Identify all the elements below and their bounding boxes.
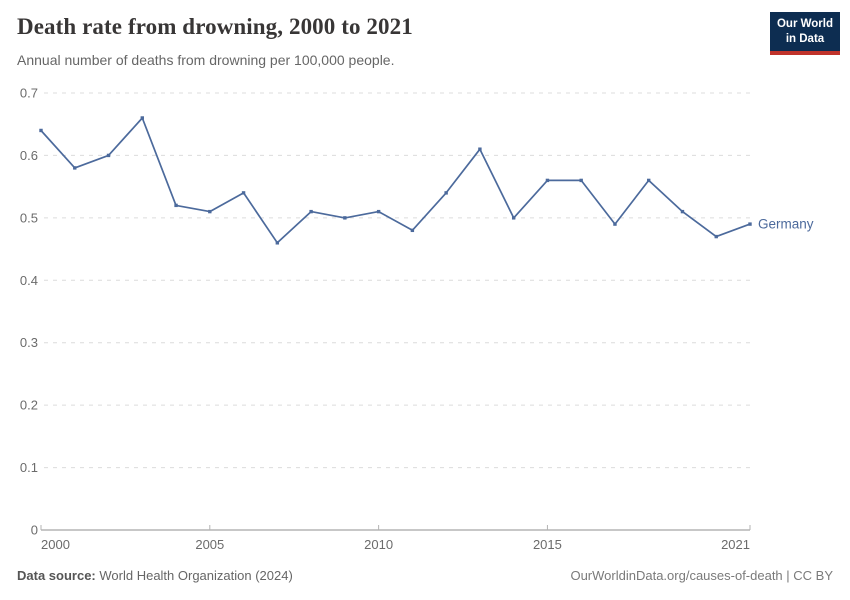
- owid-logo-line1: Our World: [776, 18, 833, 30]
- owid-logo-line2: in Data: [785, 32, 825, 45]
- data-point: [275, 241, 280, 245]
- data-point: [208, 209, 212, 214]
- data-point: [140, 116, 144, 120]
- chart-footer: Data source: World Health Organization (…: [17, 568, 833, 583]
- data-source-label: Data source:: [17, 568, 96, 583]
- y-tick-label: 0.2: [20, 398, 38, 413]
- series-label-germany: Germany: [758, 217, 814, 232]
- data-line-germany: [40, 117, 751, 244]
- data-point: [39, 128, 43, 133]
- page-subtitle: Annual number of deaths from drowning pe…: [17, 52, 395, 68]
- data-point: [478, 147, 482, 151]
- data-point: [309, 209, 313, 214]
- y-tick-label: 0: [31, 523, 38, 538]
- data-point: [174, 203, 178, 208]
- data-point: [680, 209, 685, 214]
- data-source: Data source: World Health Organization (…: [17, 568, 293, 583]
- data-point: [647, 178, 651, 183]
- y-tick-label: 0.1: [20, 460, 38, 475]
- x-tick-label: 2021: [721, 537, 750, 552]
- y-tick-label: 0.5: [20, 210, 38, 225]
- page-title: Death rate from drowning, 2000 to 2021: [17, 14, 413, 39]
- line-chart: 0 0.1 0.2 0.3 0.4 0.5 0.6 0.7 2000 2005 2010 2015 20…: [0, 85, 850, 560]
- data-point: [343, 216, 347, 220]
- x-tick-label: 2015: [533, 537, 562, 552]
- x-tick-label: 2000: [41, 537, 70, 552]
- y-tick-label: 0.4: [20, 273, 38, 288]
- data-point: [613, 222, 617, 226]
- data-point: [748, 222, 752, 226]
- x-tick-label: 2005: [195, 537, 224, 552]
- data-point: [410, 228, 415, 233]
- x-tick-label: 2010: [364, 537, 393, 552]
- data-point: [376, 209, 381, 214]
- data-point: [714, 234, 718, 239]
- owid-logo: Our World in Data: [770, 12, 840, 55]
- y-tick-label: 0.6: [20, 148, 38, 163]
- data-point: [73, 166, 77, 170]
- data-point: [579, 178, 583, 183]
- data-point: [444, 191, 448, 195]
- data-source-text: World Health Organization (2024): [99, 568, 293, 583]
- data-point: [511, 216, 516, 220]
- footer-link[interactable]: OurWorldinData.org/causes-of-death | CC …: [570, 568, 833, 583]
- y-tick-label: 0.7: [20, 86, 38, 101]
- data-point: [106, 153, 111, 158]
- data-point: [545, 178, 550, 183]
- data-point: [241, 191, 246, 195]
- chart-canvas: 0 0.1 0.2 0.3 0.4 0.5 0.6 0.7 2000 2005 2010 2015 20…: [20, 86, 814, 553]
- y-tick-label: 0.3: [20, 335, 38, 350]
